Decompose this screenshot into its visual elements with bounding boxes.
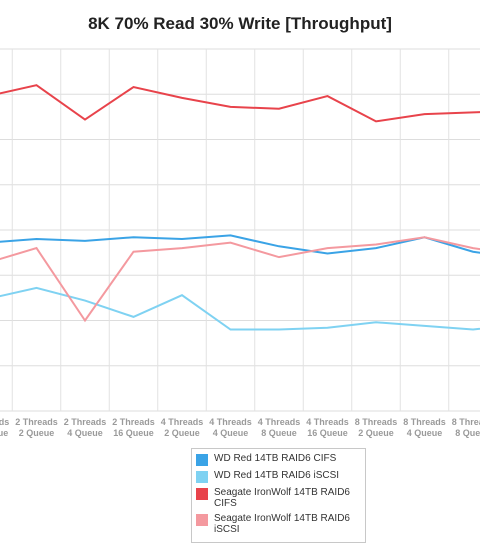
x-tick-label: 4 Threads <box>258 417 301 427</box>
series-line <box>0 84 480 123</box>
x-tick-label: 8 Threads <box>403 417 446 427</box>
x-tick-label: 16 Queue <box>0 428 8 438</box>
series-lines <box>0 84 480 331</box>
x-tick-label: 2 Threads <box>112 417 155 427</box>
x-tick-label: 16 Queue <box>307 428 348 438</box>
legend-item: WD Red 14TB RAID6 iSCSI <box>196 470 361 483</box>
x-tick-label: 8 Threads <box>452 417 480 427</box>
legend-label: Seagate IronWolf 14TB RAID6 CIFS <box>214 487 350 509</box>
x-tick-label: 8 Queue <box>455 428 480 438</box>
x-tick-label: 4 Queue <box>67 428 103 438</box>
x-tick-label: 4 Queue <box>213 428 249 438</box>
x-tick-label: 4 Queue <box>407 428 443 438</box>
legend-swatch <box>196 471 208 483</box>
series-line <box>0 286 480 331</box>
x-tick-label: 16 Queue <box>113 428 154 438</box>
legend-label: WD Red 14TB RAID6 CIFS <box>214 453 337 464</box>
legend-item: Seagate IronWolf 14TB RAID6 iSCSI <box>196 513 361 535</box>
legend-swatch <box>196 488 208 500</box>
x-tick-label: 2 Queue <box>358 428 394 438</box>
x-tick-label: 4 Threads <box>209 417 252 427</box>
x-tick-label: 1 Threads <box>0 417 9 427</box>
legend-item: WD Red 14TB RAID6 CIFS <box>196 453 361 466</box>
legend-swatch <box>196 514 208 526</box>
x-tick-label: 8 Queue <box>261 428 297 438</box>
legend-swatch <box>196 454 208 466</box>
legend: WD Red 14TB RAID6 CIFS WD Red 14TB RAID6… <box>191 448 366 543</box>
x-tick-label: 2 Queue <box>19 428 55 438</box>
legend-label: Seagate IronWolf 14TB RAID6 iSCSI <box>214 513 350 535</box>
x-tick-label: 2 Queue <box>164 428 200 438</box>
x-tick-label: 4 Threads <box>161 417 204 427</box>
series-line <box>0 236 480 323</box>
legend-label: WD Red 14TB RAID6 iSCSI <box>214 470 340 481</box>
chart-title: 8K 70% Read 30% Write [Throughput] <box>88 14 392 33</box>
series-line <box>0 234 480 255</box>
x-tick-label: 2 Threads <box>64 417 107 427</box>
x-tick-label: 2 Threads <box>15 417 58 427</box>
grid <box>0 48 480 412</box>
legend-item: Seagate IronWolf 14TB RAID6 CIFS <box>196 487 361 509</box>
x-tick-label: 4 Threads <box>306 417 349 427</box>
x-tick-label: 8 Threads <box>355 417 398 427</box>
